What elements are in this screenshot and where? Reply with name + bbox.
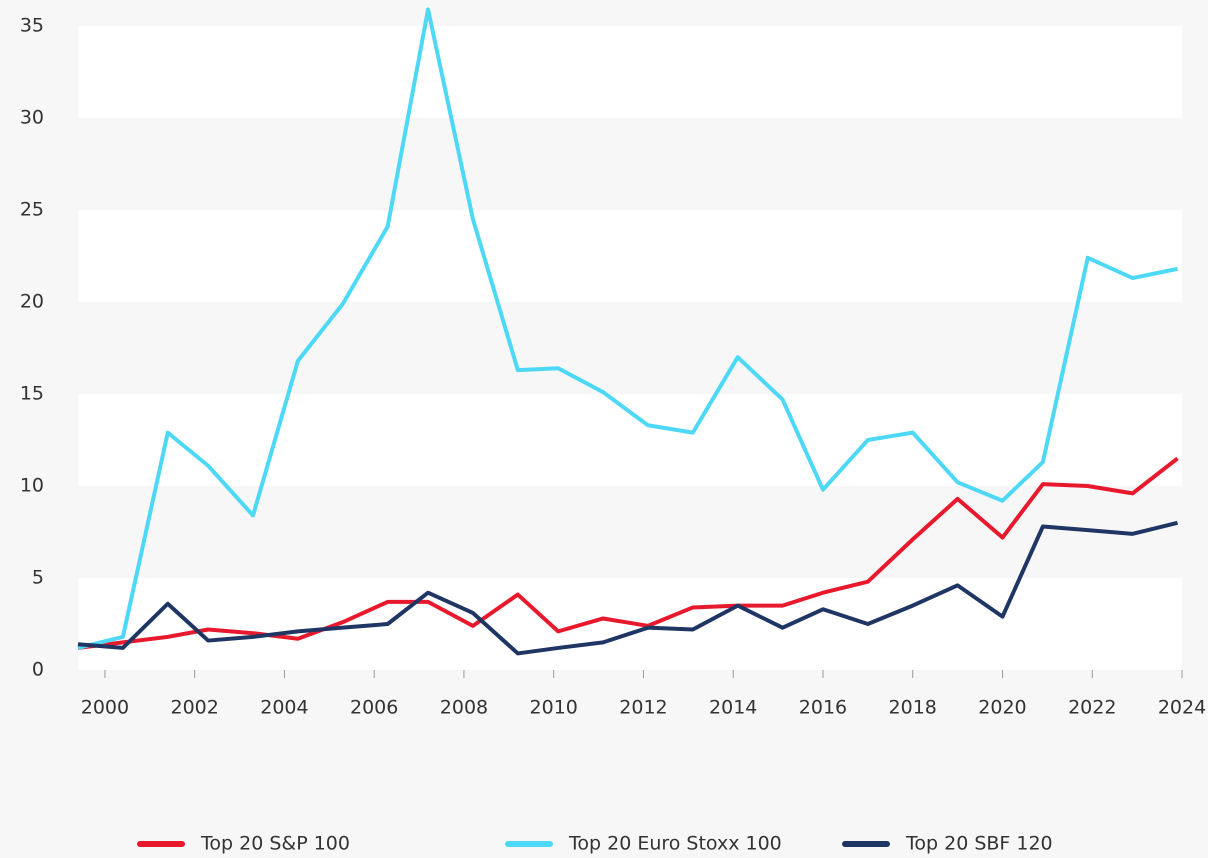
grid-band [78, 394, 1182, 486]
x-tick-label: 2022 [1068, 697, 1116, 719]
x-tick-label: 2006 [350, 697, 398, 719]
legend-label: Top 20 Euro Stoxx 100 [568, 833, 782, 855]
x-tick-label: 2016 [799, 697, 847, 719]
y-tick-label: 35 [20, 15, 44, 37]
y-tick-label: 5 [32, 567, 44, 589]
legend-label: Top 20 SBF 120 [905, 833, 1053, 855]
legend-label: Top 20 S&P 100 [200, 833, 350, 855]
grid-band [78, 26, 1182, 118]
line [77, 520, 1178, 656]
y-tick-label: 15 [20, 383, 44, 405]
line [77, 7, 1178, 650]
x-tick-label: 2010 [530, 697, 578, 719]
x-tick-label: 2024 [1158, 697, 1206, 719]
y-tick-label: 10 [20, 475, 44, 497]
y-tick-label: 0 [32, 659, 44, 681]
x-tick-label: 2020 [978, 697, 1026, 719]
x-tick-label: 2000 [81, 697, 129, 719]
grid-band [78, 210, 1182, 302]
x-tick-label: 2018 [889, 697, 937, 719]
y-tick-label: 20 [20, 291, 44, 313]
x-tick-label: 2014 [709, 697, 757, 719]
x-tick-label: 2002 [171, 697, 219, 719]
y-tick-label: 30 [20, 107, 44, 129]
y-tick-label: 25 [20, 199, 44, 221]
x-tick-label: 2008 [440, 697, 488, 719]
x-tick-label: 2012 [619, 697, 667, 719]
x-tick-label: 2004 [260, 697, 308, 719]
